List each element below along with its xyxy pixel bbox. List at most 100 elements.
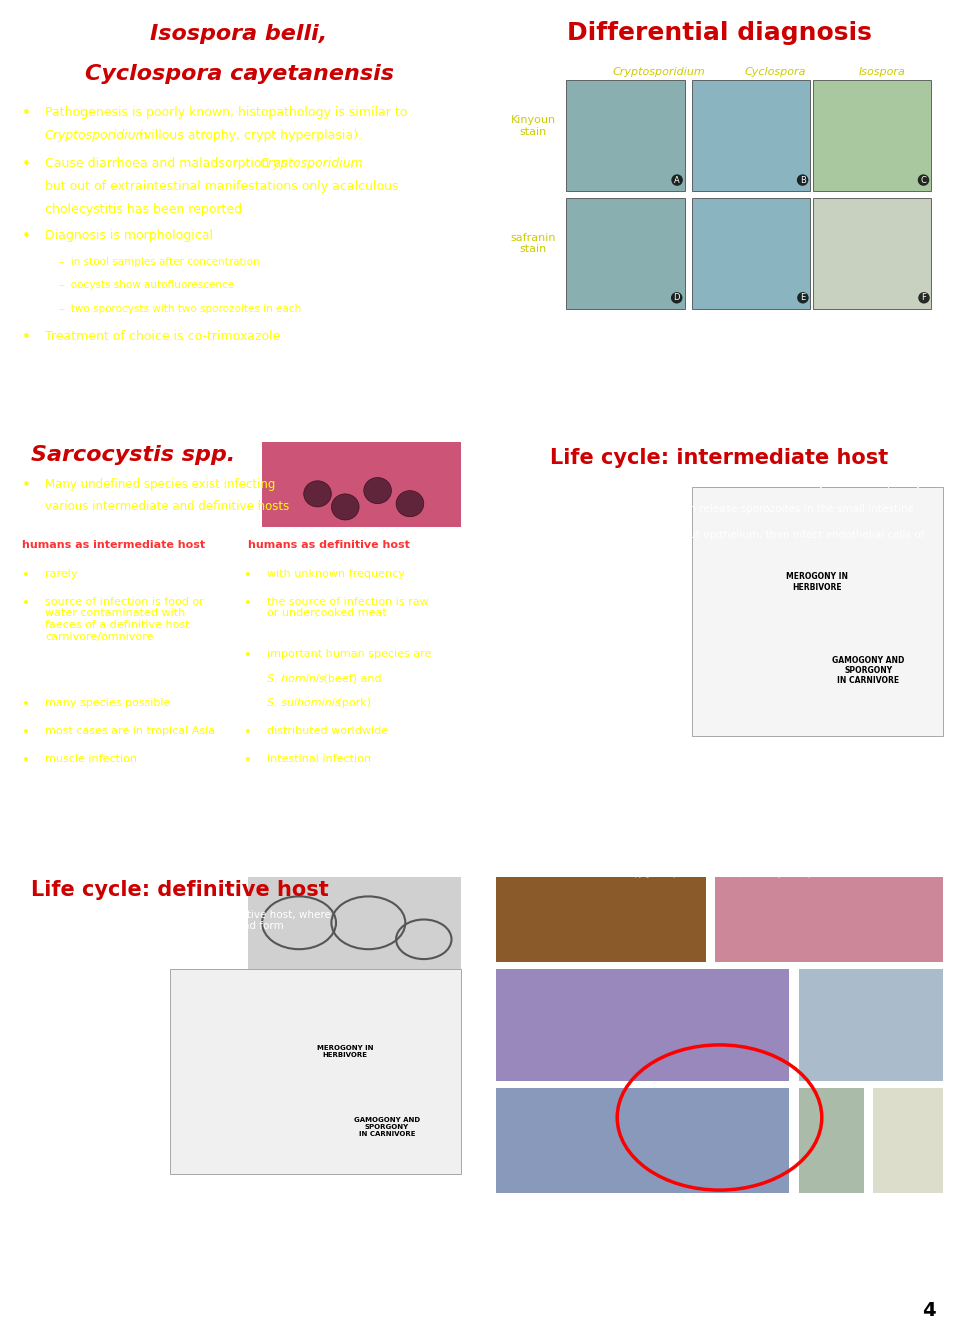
- Text: •: •: [244, 649, 252, 662]
- Text: GAMOGONY AND
SPORGONY
IN CARNIVORE: GAMOGONY AND SPORGONY IN CARNIVORE: [354, 1118, 420, 1138]
- Bar: [496, 1088, 789, 1194]
- Bar: [799, 969, 943, 1081]
- Text: MEROGONY IN
HERBIVORE: MEROGONY IN HERBIVORE: [317, 1045, 373, 1059]
- Text: •: •: [244, 570, 252, 582]
- Text: B: B: [800, 176, 805, 185]
- Text: most cases are in tropical Asia: most cases are in tropical Asia: [45, 726, 215, 736]
- Text: humans as intermediate host: humans as intermediate host: [22, 540, 205, 549]
- Ellipse shape: [364, 477, 392, 504]
- Bar: [799, 1088, 864, 1194]
- Text: S. hominis: S. hominis: [267, 674, 324, 683]
- Bar: [812, 80, 931, 192]
- Text: Isospora: Isospora: [859, 67, 905, 76]
- Text: ,: ,: [349, 157, 354, 170]
- Text: •: •: [22, 726, 30, 740]
- Text: Oocysts release sporocysts which release sporozoites in the small intestine: Oocysts release sporocysts which release…: [519, 504, 914, 513]
- Text: muscle infection: muscle infection: [45, 754, 137, 764]
- Bar: [799, 969, 943, 1081]
- Bar: [566, 198, 684, 308]
- Text: Cryptosporidium: Cryptosporidium: [45, 129, 149, 142]
- Text: Many undefined species exist infecting: Many undefined species exist infecting: [45, 477, 276, 490]
- Bar: [812, 198, 931, 308]
- Text: E: E: [801, 293, 805, 303]
- Text: Cyclospora: Cyclospora: [745, 67, 806, 76]
- Text: •: •: [496, 529, 503, 543]
- Text: intestinal infection: intestinal infection: [267, 754, 371, 764]
- Text: •: •: [22, 596, 30, 610]
- Text: GAMOGONY AND
SPORGONY
IN CARNIVORE: GAMOGONY AND SPORGONY IN CARNIVORE: [832, 655, 904, 685]
- Text: Pathogenesis is poorly known, histopathology is similar to: Pathogenesis is poorly known, histopatho…: [45, 106, 407, 119]
- Text: many species possible: many species possible: [45, 698, 170, 709]
- Text: •: •: [496, 504, 503, 517]
- Text: •: •: [22, 570, 30, 582]
- Text: •: •: [22, 157, 31, 172]
- Bar: [170, 969, 461, 1174]
- Text: Zygotes mature into
oocysts containing
two sporocysts and
sporocysts (sometimes
: Zygotes mature into oocysts containing t…: [40, 1111, 161, 1179]
- Text: Sporozoites travel through the gut epithelium, then infect endothelial cells of
: Sporozoites travel through the gut epith…: [519, 529, 924, 586]
- Bar: [715, 876, 943, 962]
- Ellipse shape: [331, 494, 359, 520]
- Text: Life cycle: intermediate host: Life cycle: intermediate host: [550, 448, 889, 468]
- Text: •: •: [22, 477, 31, 493]
- Text: Maturing sarcocysts contain
numerous metrocytes, which
turn into bradyzoites: Maturing sarcocysts contain numerous met…: [519, 803, 671, 836]
- Text: rarely: rarely: [45, 570, 78, 579]
- Text: Diagnosis is morphological: Diagnosis is morphological: [45, 229, 213, 241]
- Text: F: F: [922, 293, 926, 303]
- Text: These infect various blood
vessels by blood flow during
three asexual cycles and: These infect various blood vessels by bl…: [519, 654, 674, 722]
- Bar: [873, 1088, 943, 1194]
- Text: cholecystitis has been reported: cholecystitis has been reported: [45, 202, 242, 216]
- Text: Intermediate host is infected by food- or water-borne oocysts or free sporocysts: Intermediate host is infected by food- o…: [519, 477, 937, 488]
- Text: •: •: [22, 106, 31, 121]
- Text: –  oocysts show autofluorescence: – oocysts show autofluorescence: [59, 280, 234, 289]
- Text: C: C: [921, 176, 926, 185]
- Text: A: A: [674, 176, 680, 185]
- Text: humans as definitive host: humans as definitive host: [249, 540, 410, 549]
- Text: Cyclospora cayetanensis: Cyclospora cayetanensis: [84, 63, 394, 83]
- Text: •: •: [496, 477, 503, 490]
- Text: Differential diagnosis: Differential diagnosis: [567, 21, 872, 46]
- Text: •: •: [17, 910, 24, 923]
- Text: S. suihominis: S. suihominis: [267, 698, 341, 709]
- Bar: [496, 969, 789, 1081]
- Text: (beef) and: (beef) and: [320, 674, 381, 683]
- Text: important human species are: important human species are: [267, 649, 431, 659]
- Text: distributed worldwide: distributed worldwide: [267, 726, 388, 736]
- Text: •: •: [244, 726, 252, 740]
- Text: various intermediate and definitive hosts: various intermediate and definitive host…: [45, 500, 289, 513]
- Text: –  in stool samples after concentration: – in stool samples after concentration: [59, 256, 259, 267]
- Bar: [496, 876, 706, 962]
- Text: Cryptosporidium: Cryptosporidium: [260, 157, 364, 170]
- Text: •: •: [22, 229, 31, 244]
- Text: Treatment of choice is co-trimoxazole: Treatment of choice is co-trimoxazole: [45, 331, 280, 343]
- Text: with unknown frequency: with unknown frequency: [267, 570, 404, 579]
- Text: •: •: [17, 985, 24, 998]
- Text: Life cycle: definitive host: Life cycle: definitive host: [31, 880, 329, 900]
- Text: •: •: [496, 803, 503, 816]
- Text: but out of extraintestinal manifestations only acalculous: but out of extraintestinal manifestation…: [45, 180, 398, 193]
- Text: source of infection is food or
water contaminated with
faeces of a definitive ho: source of infection is food or water con…: [45, 596, 204, 642]
- Text: Isospora belli,: Isospora belli,: [151, 24, 327, 44]
- Text: Kinyoun
stain: Kinyoun stain: [511, 115, 556, 137]
- Text: Cause diarrhoea and maladsorption as: Cause diarrhoea and maladsorption as: [45, 157, 292, 170]
- Text: Cryptosporidium: Cryptosporidium: [612, 67, 706, 76]
- Text: (pork): (pork): [334, 698, 371, 709]
- Text: Bradyzoites are infectious for the definitive host, where
they invade the intest: Bradyzoites are infectious for the defin…: [40, 910, 331, 943]
- Text: •: •: [244, 754, 252, 766]
- Text: Sarcocystis spp.: Sarcocystis spp.: [31, 445, 235, 465]
- Text: MEROGONY IN
HERBIVORE: MEROGONY IN HERBIVORE: [786, 572, 848, 592]
- Bar: [566, 80, 684, 192]
- Text: Eventually
microgametocytes
release microgametes
which fertilize
macrogametes: Eventually microgametocytes release micr…: [40, 985, 156, 1043]
- Bar: [691, 488, 943, 736]
- Bar: [691, 80, 810, 192]
- Bar: [262, 442, 461, 527]
- Ellipse shape: [396, 490, 423, 517]
- Ellipse shape: [303, 481, 331, 507]
- Text: Copyright US Department of the Interior / USGS Geological Survey: Copyright US Department of the Interior …: [628, 874, 811, 878]
- Text: (villous atrophy, crypt hyperplasia).: (villous atrophy, crypt hyperplasia).: [135, 129, 362, 142]
- Text: D: D: [674, 293, 680, 303]
- Text: –  two sporocysts with two sporozoites in each: – two sporocysts with two sporozoites in…: [59, 304, 300, 314]
- Text: •: •: [22, 698, 30, 712]
- Text: •: •: [22, 331, 31, 346]
- Text: the source of infection is raw
or undercooked meat: the source of infection is raw or underc…: [267, 596, 428, 619]
- Text: •: •: [17, 1111, 24, 1124]
